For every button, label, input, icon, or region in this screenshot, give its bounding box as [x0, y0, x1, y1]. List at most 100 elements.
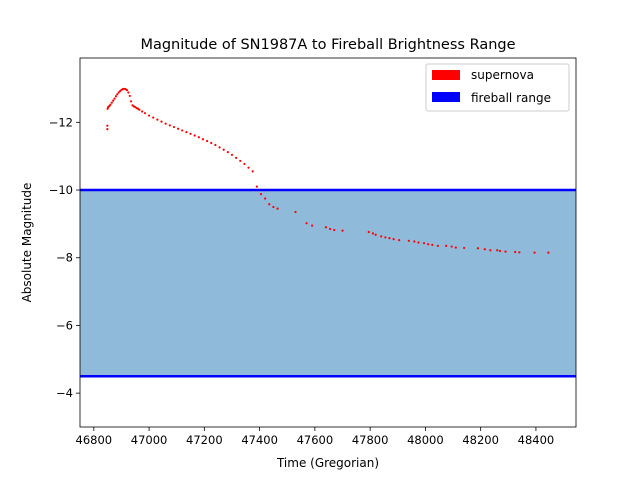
- x-tick-label: 48000: [407, 433, 444, 447]
- supernova-point: [398, 239, 401, 242]
- x-tick-label: 47400: [241, 433, 278, 447]
- supernova-point: [210, 141, 213, 145]
- supernova-point: [152, 116, 155, 119]
- supernova-point: [201, 138, 205, 141]
- supernova-point: [251, 170, 254, 173]
- supernova-point: [514, 250, 517, 254]
- x-tick-label: 48400: [518, 433, 555, 447]
- supernova-point: [367, 230, 370, 234]
- supernova-point: [341, 229, 344, 232]
- supernova-point: [276, 207, 279, 210]
- supernova-point: [518, 251, 521, 254]
- supernova-point: [422, 242, 426, 245]
- supernova-point: [118, 90, 122, 93]
- supernova-point: [374, 233, 377, 236]
- supernova-point: [489, 249, 492, 252]
- y-tick-label: −6: [56, 318, 73, 332]
- legend-label-fireball-range: fireball range: [471, 91, 551, 105]
- supernova-point: [106, 107, 109, 110]
- legend-label-supernova: supernova: [471, 68, 534, 82]
- y-tick-label: −8: [56, 251, 73, 265]
- supernova-point: [206, 139, 209, 143]
- supernova-point: [384, 236, 387, 239]
- supernova-point: [235, 156, 238, 159]
- supernova-point: [427, 243, 430, 246]
- supernova-point: [130, 100, 133, 103]
- supernova-point: [127, 91, 130, 94]
- supernova-point: [214, 143, 217, 147]
- supernova-point: [168, 124, 171, 127]
- supernova-point: [413, 240, 416, 243]
- supernova-point: [185, 131, 188, 134]
- supernova-point: [445, 244, 448, 247]
- x-tick-label: 47200: [186, 433, 223, 447]
- x-tick-label: 47000: [131, 433, 168, 447]
- legend-swatch-fireball-range: [432, 92, 460, 102]
- supernova-point: [226, 151, 229, 154]
- plot-frame: [79, 57, 577, 428]
- supernova-point: [450, 245, 453, 248]
- supernova-point: [407, 239, 410, 242]
- x-axis: 46800 47000 47200 47400 47600 47800 48000 48200…: [76, 427, 555, 447]
- y-axis-label: Absolute Magnitude: [20, 183, 34, 303]
- supernova-point: [109, 103, 112, 106]
- x-tick-label: 47600: [297, 433, 334, 447]
- supernova-point: [112, 99, 115, 102]
- supernova-point: [371, 232, 375, 235]
- supernova-point: [294, 210, 297, 214]
- supernova-point: [230, 153, 234, 156]
- supernova-point: [141, 110, 144, 113]
- supernova-point: [164, 122, 167, 125]
- supernova-point: [476, 247, 480, 250]
- supernova-point: [125, 89, 129, 92]
- supernova-point: [222, 148, 225, 151]
- supernova-point: [272, 205, 275, 209]
- supernova-point: [106, 124, 109, 127]
- legend-swatch-supernova: [432, 70, 460, 80]
- supernova-point: [328, 227, 332, 231]
- supernova-point: [114, 95, 118, 98]
- x-tick-label: 47800: [352, 433, 389, 447]
- supernova-point: [176, 127, 180, 130]
- supernova-point: [243, 162, 246, 166]
- y-axis: −12 −10 −8 −6 −4: [49, 115, 80, 400]
- supernova-point: [333, 228, 336, 232]
- supernova-point: [106, 127, 109, 131]
- supernova-point: [324, 226, 328, 229]
- supernova-point: [388, 236, 391, 240]
- supernova-point: [504, 250, 507, 253]
- supernova-point: [533, 251, 536, 254]
- supernova-point: [311, 224, 314, 227]
- supernova-point: [110, 101, 113, 104]
- supernova-point: [147, 114, 151, 117]
- supernova-point: [417, 241, 420, 244]
- legend-box: [425, 63, 570, 112]
- x-tick-label: 46800: [76, 433, 113, 447]
- supernova-point: [498, 249, 502, 253]
- y-tick-label: −4: [56, 386, 73, 400]
- supernova-point: [197, 136, 200, 139]
- y-tick-label: −12: [49, 115, 73, 129]
- supernova-point: [172, 125, 176, 129]
- supernova-point: [181, 129, 184, 132]
- supernova-point: [305, 222, 308, 225]
- chart-title: Magnitude of SN1987A to Fireball Brightn…: [140, 37, 515, 53]
- supernova-point: [547, 251, 550, 254]
- supernova-point: [255, 185, 258, 188]
- supernova-point: [462, 246, 466, 250]
- supernova-point: [392, 238, 395, 241]
- supernova-point: [117, 91, 120, 94]
- supernova-point: [431, 243, 434, 246]
- supernova-point: [483, 248, 486, 251]
- supernova-point: [496, 249, 499, 252]
- x-tick-label: 48200: [462, 433, 499, 447]
- supernova-point: [218, 146, 221, 149]
- supernova-point: [156, 118, 159, 121]
- y-tick-label: −10: [49, 183, 73, 197]
- supernova-point: [138, 108, 141, 111]
- supernova-point: [454, 246, 457, 249]
- supernova-point: [189, 132, 192, 135]
- supernova-point: [193, 134, 196, 137]
